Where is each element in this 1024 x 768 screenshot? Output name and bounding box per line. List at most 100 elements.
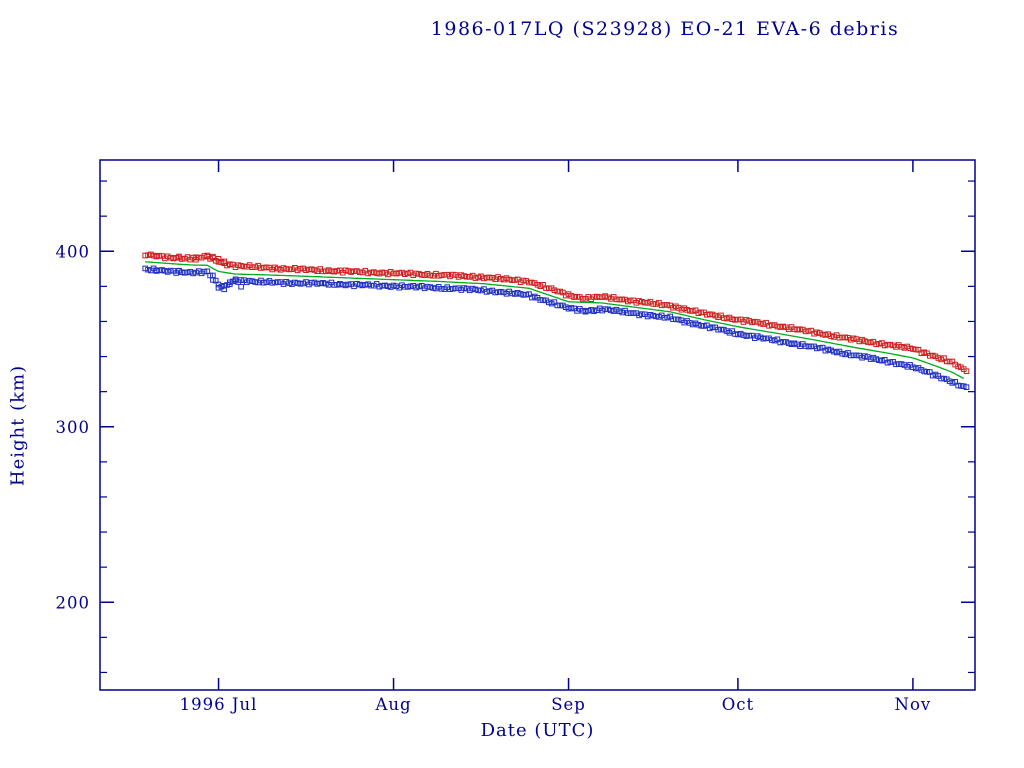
mean-height-line (145, 261, 965, 380)
apogee-height-point (390, 270, 397, 277)
perigee-height-point (664, 314, 671, 321)
apogee-height-point (862, 338, 868, 344)
apogee-height-point (864, 339, 871, 345)
apogee-height-point (475, 274, 481, 281)
perigee-height-point (314, 281, 321, 287)
apogee-height-point (396, 270, 402, 276)
perigee-height-point (269, 280, 275, 286)
apogee-height-point (613, 296, 620, 303)
perigee-height-point (783, 339, 789, 345)
apogee-height-point (421, 272, 428, 278)
perigee-height-point (421, 285, 428, 292)
perigee-height-point (814, 345, 820, 352)
apogee-height-point (308, 266, 315, 272)
apogee-height-point (639, 299, 645, 305)
perigee-height-point (568, 305, 575, 311)
apogee-height-point (850, 335, 857, 342)
perigee-height-point (263, 279, 270, 285)
apogee-height-point (616, 296, 623, 303)
perigee-height-point (387, 284, 394, 290)
perigee-height-point (656, 314, 662, 320)
apogee-height-point (277, 267, 284, 273)
perigee-height-point (602, 306, 609, 312)
apogee-height-point (910, 346, 916, 352)
perigee-height-point (918, 367, 925, 373)
perigee-height-point (167, 267, 174, 274)
apogee-height-point (402, 271, 408, 277)
perigee-height-point (356, 281, 363, 288)
perigee-height-point (608, 307, 614, 314)
apogee-height-point (413, 270, 419, 277)
perigee-height-point (879, 357, 885, 364)
perigee-height-point (300, 280, 306, 287)
apogee-height-point (224, 262, 230, 269)
perigee-height-point (483, 289, 490, 295)
apogee-height-point (802, 328, 809, 335)
apogee-height-point (560, 289, 566, 296)
perigee-height-point (958, 383, 964, 389)
perigee-height-point (565, 305, 572, 312)
apogee-height-point (286, 266, 292, 273)
perigee-height-point (238, 283, 244, 290)
perigee-height-point (822, 347, 829, 354)
apogee-height-point (483, 274, 490, 281)
perigee-height-point (927, 369, 933, 375)
apogee-height-point (215, 259, 222, 265)
perigee-height-point (430, 285, 436, 291)
apogee-height-point (373, 270, 380, 276)
perigee-height-point (704, 322, 710, 329)
apogee-height-point (167, 254, 174, 261)
perigee-height-point (317, 280, 323, 287)
perigee-height-point (512, 291, 518, 297)
perigee-height-point (286, 280, 292, 286)
perigee-height-point (201, 268, 208, 275)
apogee-height-point (334, 268, 340, 274)
apogee-height-point (540, 282, 546, 288)
perigee-height-point (788, 341, 795, 347)
perigee-height-point (777, 339, 784, 346)
apogee-height-point (173, 255, 179, 261)
apogee-height-point (351, 268, 357, 274)
apogee-height-point (927, 353, 933, 359)
perigee-height-point (647, 312, 654, 318)
apogee-height-point (148, 251, 154, 258)
perigee-height-point (715, 326, 721, 333)
perigee-height-point (478, 287, 484, 294)
x-tick-label: Oct (722, 695, 754, 714)
perigee-height-point (613, 306, 620, 313)
apogee-height-point (303, 267, 309, 273)
apogee-height-point (153, 253, 160, 259)
perigee-height-point (339, 281, 346, 288)
apogee-height-point (238, 263, 244, 269)
perigee-height-point (802, 343, 809, 349)
apogee-height-point (461, 273, 467, 279)
apogee-height-point (289, 266, 295, 272)
apogee-height-point (435, 273, 442, 279)
apogee-height-point (156, 252, 163, 259)
x-tick-label: Sep (551, 695, 586, 714)
perigee-height-point (207, 272, 213, 279)
perigee-height-point (221, 286, 227, 293)
perigee-height-point (839, 350, 846, 357)
perigee-height-point (193, 269, 199, 276)
apogee-height-point (695, 310, 702, 316)
apogee-height-point (551, 287, 558, 293)
perigee-height-point (156, 267, 163, 274)
apogee-height-point (526, 279, 532, 286)
apogee-height-point (839, 334, 846, 341)
apogee-height-point (763, 319, 769, 326)
apogee-height-point (653, 301, 659, 307)
apogee-height-point (512, 277, 518, 283)
apogee-height-point (263, 264, 270, 271)
perigee-height-point (232, 276, 239, 283)
apogee-height-point (198, 254, 205, 261)
apogee-height-point (577, 294, 583, 300)
apogee-height-point (752, 318, 758, 325)
apogee-height-point (227, 261, 233, 267)
apogee-height-point (675, 305, 682, 311)
perigee-height-point (475, 287, 481, 294)
apogee-height-point (704, 312, 710, 318)
perigee-height-point (142, 265, 148, 272)
apogee-height-point (791, 326, 798, 332)
